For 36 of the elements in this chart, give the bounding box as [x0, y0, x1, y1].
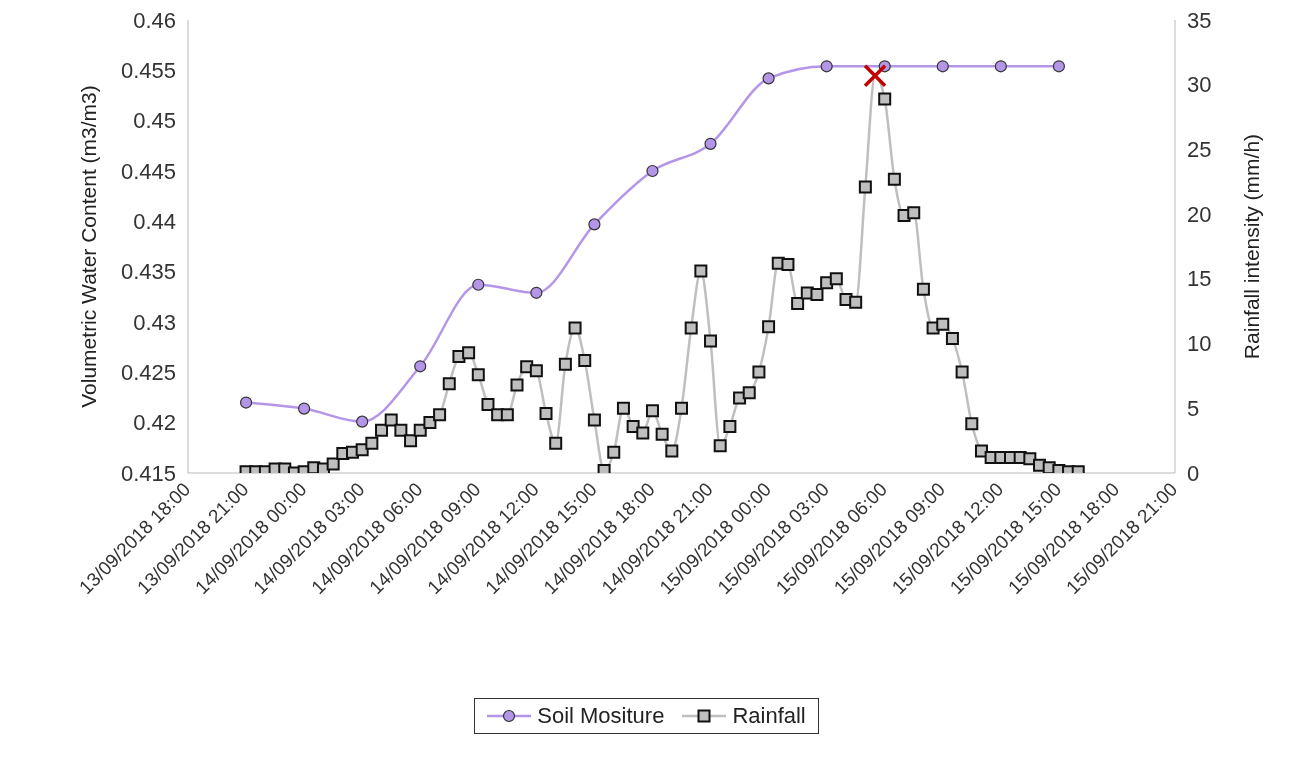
point	[820, 60, 833, 73]
y-tick-label: 0.435	[120, 259, 176, 285]
point	[472, 278, 485, 291]
y-tick-label: 0.445	[120, 158, 176, 184]
point	[704, 137, 717, 150]
y-tick-label: 0.46	[133, 7, 176, 33]
point	[936, 60, 949, 73]
point	[239, 396, 253, 409]
point	[530, 286, 543, 299]
y2-tick-label: 35	[1187, 7, 1212, 33]
y-axis-title: Volumetric Water Content (m3/m3)	[76, 85, 100, 408]
y2-tick-label: 15	[1187, 266, 1212, 292]
point	[762, 72, 775, 85]
y-tick-label: 0.45	[133, 108, 176, 134]
y-tick-label: 0.455	[120, 57, 176, 83]
y2-tick-label: 5	[1187, 395, 1200, 421]
y-tick-label: 0.425	[120, 359, 176, 385]
y2-tick-label: 20	[1187, 201, 1212, 227]
point	[356, 415, 369, 428]
y2-tick-label: 0	[1187, 460, 1200, 486]
y-tick-label: 0.43	[133, 309, 176, 335]
y2-tick-label: 10	[1187, 331, 1212, 357]
legend-label: Soil Mositure	[537, 703, 665, 729]
point	[646, 164, 659, 178]
point	[298, 402, 311, 415]
point	[588, 218, 601, 231]
y-tick-label: 0.44	[133, 208, 176, 234]
legend-label: Rainfall	[732, 703, 806, 729]
point	[1052, 60, 1065, 73]
y2-axis-title: Rainfall intensity (mm/h)	[1239, 133, 1263, 360]
point	[994, 60, 1007, 73]
y2-tick-label: 25	[1187, 136, 1212, 162]
y-tick-label: 0.42	[133, 410, 176, 436]
y2-tick-label: 30	[1187, 72, 1212, 98]
y-tick-label: 0.415	[120, 460, 176, 486]
point	[414, 360, 427, 373]
